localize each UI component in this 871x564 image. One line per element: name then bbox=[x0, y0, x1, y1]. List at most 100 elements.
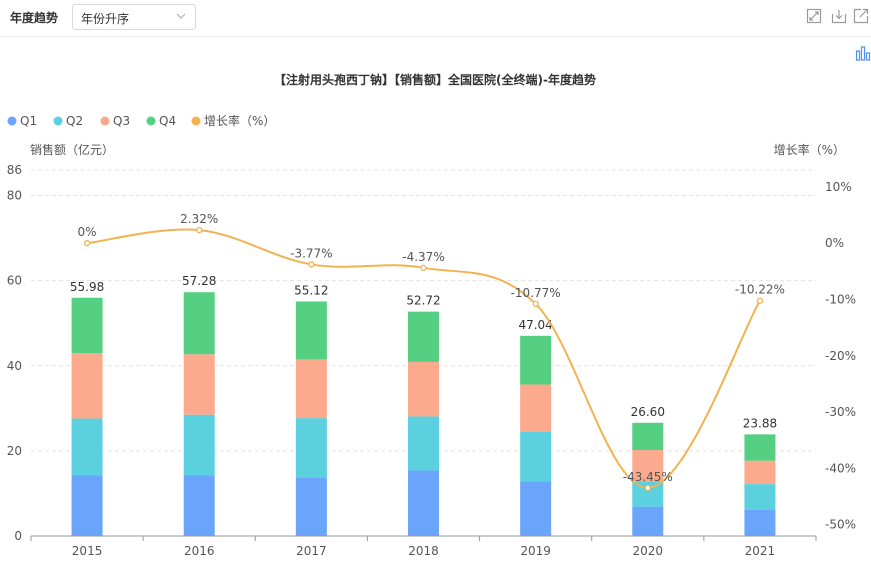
legend: Q1 Q2 Q3 Q4 增长率（%） bbox=[7, 113, 275, 128]
growth-label: 2.32% bbox=[180, 212, 218, 226]
growth-point bbox=[756, 297, 764, 304]
legend-swatch bbox=[146, 116, 156, 126]
growth-point bbox=[420, 264, 427, 271]
legend-item-q4: Q4 bbox=[146, 114, 176, 128]
total-label: 57.28 bbox=[182, 274, 216, 288]
y-axis: 0 20 40 60 80 86 bbox=[7, 163, 22, 543]
bar-q1-2015 bbox=[71, 475, 103, 536]
y2-tick-label: -50% bbox=[825, 518, 856, 532]
bar-q3-2020 bbox=[632, 450, 664, 482]
bar-q3-2019 bbox=[520, 384, 552, 432]
bar-q4-2020 bbox=[632, 422, 664, 451]
x-tick-label: 2017 bbox=[296, 544, 327, 558]
x-tick-label: 2016 bbox=[184, 544, 215, 558]
y2-tick-label: -20% bbox=[825, 349, 856, 363]
y2-tick-label: -40% bbox=[825, 461, 856, 475]
total-label: 23.88 bbox=[743, 416, 777, 430]
export-icon[interactable] bbox=[853, 8, 869, 24]
panel-title: 年度趋势 bbox=[10, 11, 59, 25]
x-tick-label: 2015 bbox=[72, 544, 103, 558]
y2-axis: 10% 0% -10% -20% -30% -40% -50% bbox=[825, 180, 856, 532]
bar-q2-2015 bbox=[71, 418, 103, 476]
chart-title: 【注射用头孢西丁钠】【销售额】全国医院(全终端)-年度趋势 bbox=[274, 72, 596, 87]
growth-label: -3.77% bbox=[290, 246, 332, 260]
y-axis-label: 销售额（亿元） bbox=[30, 142, 114, 157]
legend-item-q1: Q1 bbox=[7, 114, 37, 128]
total-label: 55.12 bbox=[294, 283, 328, 297]
fullscreen-icon[interactable] bbox=[806, 8, 822, 24]
bar-q4-2016 bbox=[183, 292, 215, 355]
growth-label: -4.37% bbox=[402, 250, 444, 264]
y-tick-label: 60 bbox=[7, 274, 22, 288]
x-tick-label: 2018 bbox=[408, 544, 439, 558]
growth-label: 0% bbox=[78, 225, 97, 239]
bar-q4-2021 bbox=[744, 434, 776, 461]
sort-select-value: 年份升序 bbox=[81, 12, 130, 26]
bar-q4-2017 bbox=[295, 301, 327, 360]
bar-q1-2021 bbox=[744, 509, 776, 536]
growth-line-path bbox=[86, 228, 761, 489]
total-label: 55.98 bbox=[70, 280, 104, 294]
bar-chart-icon[interactable] bbox=[855, 45, 871, 61]
bar-q2-2017 bbox=[295, 418, 327, 478]
y2-tick-label: -10% bbox=[825, 293, 856, 307]
legend-label: 增长率（%） bbox=[204, 113, 275, 128]
total-label: 52.72 bbox=[406, 294, 440, 308]
bar-q2-2019 bbox=[520, 431, 552, 482]
y-tick-label: 80 bbox=[7, 189, 22, 203]
bar-q2-2018 bbox=[408, 416, 439, 471]
x-tick-label: 2021 bbox=[745, 544, 776, 558]
legend-swatch bbox=[100, 116, 110, 126]
growth-point bbox=[308, 261, 315, 268]
bar-q2-2016 bbox=[183, 414, 215, 476]
x-tick-label: 2020 bbox=[633, 544, 664, 558]
bar-q4-2015 bbox=[71, 297, 103, 353]
legend-swatch bbox=[191, 116, 201, 126]
y-tick-label: 86 bbox=[7, 163, 22, 177]
bar-q4-2019 bbox=[520, 335, 552, 385]
legend-item-growth: 增长率（%） bbox=[191, 113, 275, 128]
legend-label: Q2 bbox=[66, 114, 83, 128]
sales-chart: 【注射用头孢西丁钠】【销售额】全国医院(全终端)-年度趋势 Q1 Q2 Q3 Q4 增长… bbox=[7, 72, 856, 558]
sort-select[interactable]: 年份升序 bbox=[72, 4, 196, 30]
legend-item-q3: Q3 bbox=[100, 114, 130, 128]
y-tick-label: 0 bbox=[14, 529, 22, 543]
bar-q3-2017 bbox=[295, 359, 327, 419]
bar-q1-2017 bbox=[295, 477, 327, 536]
growth-point bbox=[644, 484, 651, 492]
bar-q1-2018 bbox=[408, 470, 439, 536]
y-tick-label: 40 bbox=[7, 359, 22, 373]
growth-point bbox=[83, 240, 91, 247]
bar-q1-2020 bbox=[632, 506, 664, 536]
legend-swatch bbox=[53, 116, 63, 126]
growth-label: -10.22% bbox=[735, 283, 785, 297]
legend-swatch bbox=[7, 116, 17, 126]
bar-q3-2016 bbox=[183, 354, 215, 415]
download-icon[interactable] bbox=[831, 8, 847, 24]
legend-label: Q1 bbox=[20, 114, 37, 128]
toolbar: 年度趋势 年份升序 bbox=[0, 0, 871, 37]
legend-label: Q3 bbox=[113, 114, 130, 128]
bar-q3-2018 bbox=[408, 361, 439, 417]
bar-q4-2018 bbox=[408, 311, 439, 362]
bar-q2-2021 bbox=[744, 484, 776, 510]
y2-axis-label: 增长率（%） bbox=[774, 142, 845, 157]
bar-q1-2019 bbox=[520, 481, 552, 536]
chevron-down-icon bbox=[176, 13, 186, 19]
total-labels: 55.98 57.28 55.12 52.72 47.04 26.60 23.88 bbox=[70, 274, 777, 430]
x-axis: 2015 2016 2017 2018 2019 2020 2021 bbox=[30, 535, 817, 558]
growth-label: -43.45% bbox=[623, 470, 673, 484]
bar-q3-2015 bbox=[71, 353, 103, 419]
bars bbox=[71, 292, 776, 536]
total-label: 47.04 bbox=[518, 318, 552, 332]
total-label: 26.60 bbox=[631, 405, 665, 419]
y2-tick-label: -30% bbox=[825, 405, 856, 419]
y-tick-label: 20 bbox=[7, 444, 22, 458]
bar-q3-2021 bbox=[744, 460, 776, 485]
x-tick-label: 2019 bbox=[520, 544, 551, 558]
growth-point bbox=[532, 300, 539, 307]
legend-label: Q4 bbox=[159, 114, 176, 128]
y2-tick-label: 10% bbox=[825, 180, 852, 194]
growth-label: -10.77% bbox=[511, 286, 561, 300]
legend-item-q2: Q2 bbox=[53, 114, 83, 128]
